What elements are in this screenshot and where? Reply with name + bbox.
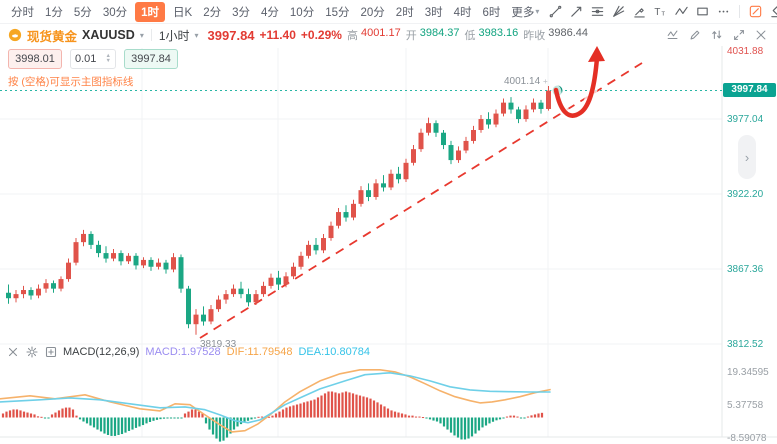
divider	[150, 29, 152, 41]
expand-indicator-icon[interactable]	[44, 345, 57, 358]
symbol-code[interactable]: XAUUSD	[82, 28, 135, 42]
tab-timeframe-1分[interactable]: 1分	[45, 6, 63, 19]
timeframe-tabs: 分时 1分 5分 30分 1时 日K 2分 3分 4分 10分 15分 20分 2时 3时 4时 6时	[8, 1, 503, 22]
price-marker-icon: +	[542, 77, 548, 86]
indicator-settings-gear-icon[interactable]	[25, 345, 38, 358]
tab-timeframe-2分[interactable]: 2分	[203, 6, 222, 19]
quantity-stepper[interactable]: 0.01 ▲ ▼	[70, 49, 116, 69]
high-group: 高 4001.17	[347, 27, 401, 43]
tab-timeframe-20分[interactable]: 20分	[360, 6, 385, 19]
price-change: +11.40	[259, 28, 296, 42]
step-value: 0.01	[75, 53, 97, 65]
collapse-arrows-icon[interactable]	[731, 27, 747, 43]
tab-timeframe-日K[interactable]: 日K	[173, 6, 193, 19]
tab-timeframe-2时[interactable]: 2时	[395, 6, 414, 19]
chevron-right-icon: ›	[744, 149, 750, 165]
interval-dropdown-icon[interactable]: ▾	[194, 30, 199, 40]
tab-timeframe-1时[interactable]: 1时	[135, 1, 166, 22]
quote-bar: 现货黄金 XAUUSD ▾ 1小时 ▾ 3997.84 +11.40 +0.29…	[0, 24, 777, 46]
close-indicator-icon[interactable]	[6, 345, 19, 358]
price-tick-label: 3977.04	[727, 114, 764, 125]
open-value: 3984.37	[419, 27, 460, 39]
more-tools-icon[interactable]	[715, 3, 732, 20]
low-value: 3983.16	[478, 27, 519, 39]
swing-high-label: 4001.14 +	[504, 76, 548, 87]
buy-price-button[interactable]: 3997.84	[124, 49, 178, 69]
dif-value: DIF:11.79548	[226, 345, 293, 358]
polyline-icon[interactable]	[673, 3, 690, 20]
price-change-pct: +0.29%	[300, 28, 342, 42]
horizontal-lines-icon[interactable]	[589, 3, 606, 20]
compare-arrows-icon[interactable]	[709, 27, 725, 43]
svg-text:т: т	[662, 8, 666, 17]
swing-low-label: 3819.33	[200, 339, 237, 350]
high-value: 4001.17	[360, 27, 401, 39]
interval-select[interactable]: 1小时	[158, 28, 190, 43]
order-panel: 3998.01 0.01 ▲ ▼ 3997.84 按 (空格)可显示主图指标线	[8, 49, 178, 89]
svg-text:T: T	[655, 7, 661, 18]
tab-timeframe-4分[interactable]: 4分	[261, 6, 279, 19]
prev-close-group: 昨收 3986.44	[523, 27, 588, 43]
swing-high-value: 4001.14	[504, 76, 541, 87]
rectangle-icon[interactable]	[694, 3, 711, 20]
brush-icon[interactable]	[631, 3, 648, 20]
chevron-down-icon: ▾	[535, 7, 540, 16]
price-tick-label: 3867.36	[727, 264, 764, 275]
more-timeframes-button[interactable]: 更多 ▾	[508, 2, 542, 22]
price-tick-label: 3922.20	[727, 189, 764, 200]
tab-timeframe-5分[interactable]: 5分	[73, 6, 92, 19]
low-group: 低 3983.16	[464, 27, 518, 43]
tab-timeframe-3分[interactable]: 3分	[232, 6, 250, 19]
fan-lines-icon[interactable]	[610, 3, 627, 20]
macd-title: MACD(12,26,9)	[63, 345, 140, 358]
price-chart[interactable]	[0, 46, 777, 444]
symbol-name[interactable]: 现货黄金	[27, 29, 78, 44]
tab-timeframe-10分[interactable]: 10分	[289, 6, 315, 19]
macd-tick-label: -8.59078	[727, 432, 767, 444]
chart-area: 3998.01 0.01 ▲ ▼ 3997.84 按 (空格)可显示主图指标线 3…	[0, 46, 777, 444]
toolbar-divider	[739, 5, 741, 18]
step-up-icon[interactable]: ▲	[105, 53, 111, 59]
tab-timeframe-4时[interactable]: 4时	[453, 6, 472, 19]
step-down-icon[interactable]: ▼	[105, 58, 111, 64]
open-label: 开	[405, 30, 417, 42]
gold-coin-icon	[8, 28, 22, 42]
tab-timeframe-3时[interactable]: 3时	[424, 6, 443, 19]
collapse-panel-handle[interactable]: ›	[738, 135, 756, 179]
low-label: 低	[464, 30, 476, 42]
dea-value: DEA:10.80784	[298, 345, 371, 358]
tab-timeframe-15分[interactable]: 15分	[325, 6, 350, 19]
last-price: 3997.84	[207, 27, 255, 43]
close-icon[interactable]	[753, 27, 769, 43]
chart-action-buttons	[665, 27, 769, 43]
macd-header: MACD(12,26,9) MACD:1.97528 DIF:11.79548 …	[6, 345, 370, 358]
edit-draw-icon[interactable]	[747, 3, 764, 20]
arrow-line-icon[interactable]	[568, 3, 585, 20]
tab-timeframe-6时[interactable]: 6时	[482, 6, 501, 19]
hotkey-hint: 按 (空格)可显示主图指标线	[8, 76, 134, 88]
macd-tick-label: 19.34595	[727, 366, 769, 378]
timeframe-toolbar: 分时 1分 5分 30分 1时 日K 2分 3分 4分 10分 15分 20分 2时 3时 4时 6时 更多 ▾…	[0, 0, 777, 24]
prev-close-label: 昨收	[523, 30, 546, 42]
symbol-dropdown-icon[interactable]: ▾	[139, 30, 144, 40]
more-label: 更多	[511, 6, 535, 19]
open-group: 开 3984.37	[406, 27, 460, 43]
current-price-badge: 3997.84	[723, 83, 776, 97]
high-label: 高	[346, 30, 358, 42]
macd-tick-label: 5.37758	[727, 399, 764, 411]
macd-value: MACD:1.97528	[145, 345, 221, 358]
sell-price-button[interactable]: 3998.01	[8, 49, 62, 69]
pencil-icon[interactable]	[687, 27, 703, 43]
trend-line-icon[interactable]	[547, 3, 564, 20]
tab-timeframe-分时[interactable]: 分时	[11, 6, 34, 19]
indicator-icon[interactable]	[665, 27, 681, 43]
prev-close-value: 3986.44	[548, 27, 589, 39]
price-tick-label: 3812.52	[727, 339, 764, 350]
eraser-icon[interactable]	[768, 3, 777, 20]
tab-timeframe-30分[interactable]: 30分	[102, 6, 128, 19]
stepper-arrows[interactable]: ▲ ▼	[105, 53, 111, 64]
price-tick-label: 4031.88	[727, 46, 764, 57]
